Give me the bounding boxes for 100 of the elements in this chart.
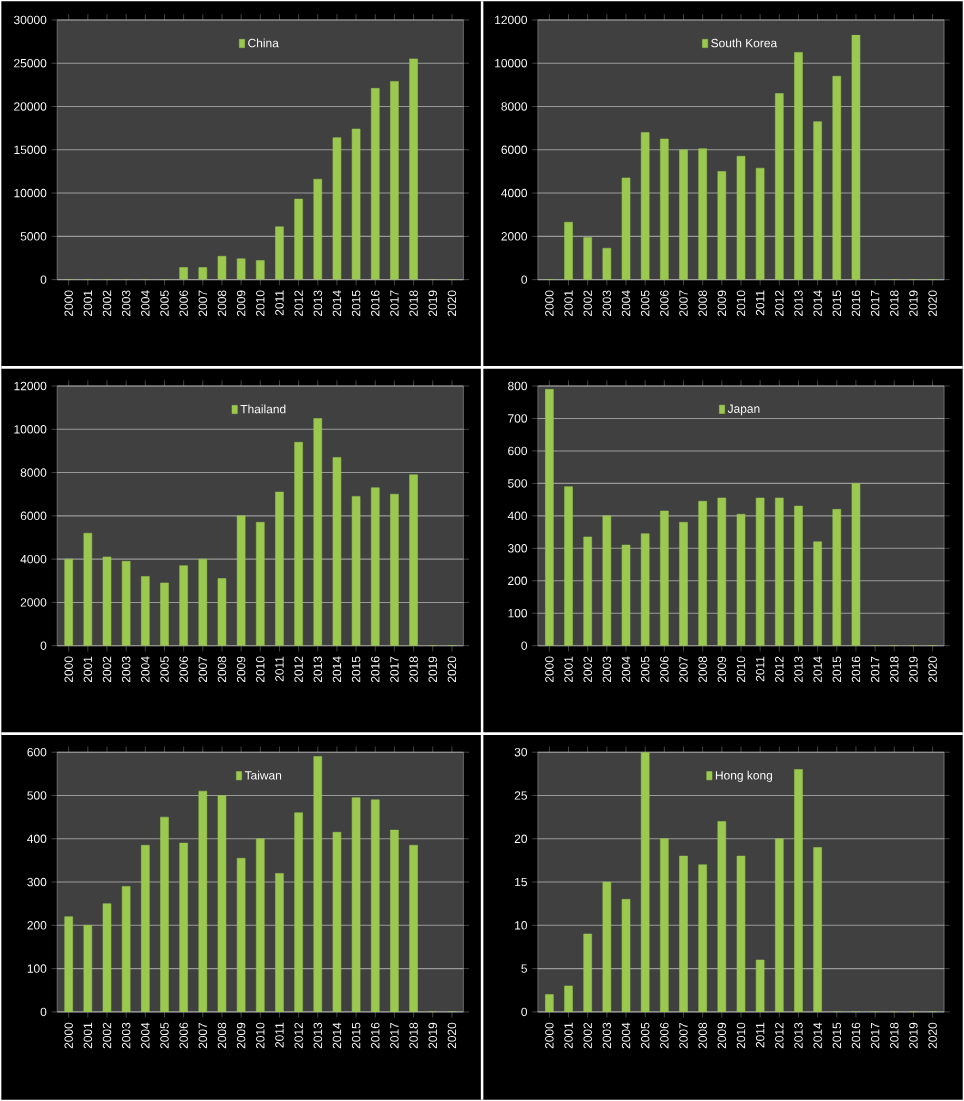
y-tick-label: 0	[521, 1007, 528, 1017]
y-tick-label: 20000	[14, 102, 47, 111]
y-tick-label: 10000	[14, 425, 47, 434]
x-tick-label: 2020	[928, 290, 937, 317]
x-tick-label: 2019	[428, 1022, 437, 1049]
x-tick-label: 2000	[64, 290, 73, 317]
x-tick-label: 2008	[217, 656, 227, 683]
y-tick-label: 30000	[13, 15, 47, 25]
y-tick-label: 10000	[495, 58, 528, 68]
x-tick-label: 2019	[909, 290, 918, 317]
x-tick-label: 2008	[698, 290, 707, 317]
x-tick-label: 2014	[332, 1022, 342, 1049]
x-tick-label: 2015	[832, 1022, 842, 1049]
y-tick-label: 4000	[20, 554, 47, 564]
y-tick-label: 600	[508, 446, 528, 456]
x-tick-label: 2006	[179, 290, 188, 317]
y-tick-label: 0	[40, 275, 47, 284]
x-tick-label: 2012	[294, 656, 303, 683]
y-tick-label: 600	[27, 747, 47, 757]
x-tick-label: 2007	[679, 290, 688, 317]
y-tick-label: 300	[507, 544, 528, 553]
y-tick-label: 400	[507, 511, 528, 521]
x-tick-label: 2007	[198, 656, 208, 683]
y-tick-label: 6000	[20, 511, 47, 521]
x-tick-label: 2019	[909, 656, 918, 683]
x-tick-label: 2013	[794, 656, 803, 683]
y-tick-label: 2000	[501, 232, 528, 241]
x-tick-label: 2010	[736, 1022, 746, 1049]
x-tick-label: 2003	[121, 1022, 131, 1049]
x-tick-label: 2016	[371, 1022, 380, 1049]
x-tick-label: 2003	[602, 1022, 612, 1049]
x-tick-label: 2010	[256, 1022, 265, 1049]
legend-label: Thailand	[240, 404, 286, 414]
x-tick-label: 2013	[313, 1022, 323, 1049]
y-tick-label: 0	[521, 275, 528, 284]
x-tick-label: 2000	[545, 1022, 554, 1049]
y-tick-label: 100	[508, 608, 528, 618]
x-tick-label: 2015	[832, 290, 842, 317]
y-tick-label: 300	[27, 877, 47, 887]
x-tick-label: 2005	[160, 290, 169, 317]
x-tick-label: 2011	[275, 1022, 284, 1048]
x-tick-label: 2005	[160, 1022, 169, 1049]
x-tick-label: 2006	[660, 1022, 669, 1049]
x-tick-label: 2009	[236, 1022, 246, 1049]
x-tick-label: 2003	[121, 290, 131, 317]
y-tick-label: 0	[521, 641, 528, 650]
x-tick-label: 2004	[621, 290, 631, 317]
x-tick-label: 2011	[755, 1022, 765, 1048]
x-tick-label: 2013	[794, 290, 803, 317]
x-tick-label: 2018	[890, 656, 899, 683]
x-tick-label: 2004	[141, 290, 150, 317]
x-tick-label: 2002	[583, 1022, 592, 1049]
x-tick-label: 2016	[371, 290, 380, 317]
x-tick-label: 2015	[832, 656, 842, 683]
x-tick-label: 2016	[851, 1022, 861, 1049]
x-tick-label: 2016	[851, 656, 861, 683]
x-tick-label: 2002	[583, 656, 592, 683]
x-tick-label: 2005	[640, 656, 650, 683]
x-tick-label: 2002	[102, 1022, 112, 1049]
x-tick-label: 2020	[928, 656, 937, 683]
y-tick-label: 5000	[20, 232, 47, 241]
x-tick-label: 2008	[698, 656, 707, 683]
x-tick-label: 2017	[390, 1022, 399, 1049]
x-tick-label: 2014	[813, 290, 822, 317]
x-tick-label: 2019	[428, 656, 437, 683]
x-tick-label: 2012	[775, 656, 784, 683]
y-tick-label: 10	[515, 921, 528, 930]
y-tick-label: 15	[515, 877, 527, 887]
x-tick-label: 2011	[275, 290, 284, 316]
x-tick-label: 2015	[351, 656, 361, 683]
x-tick-label: 2008	[217, 290, 227, 317]
x-tick-label: 2009	[236, 656, 246, 683]
y-tick-label: 5	[521, 964, 527, 973]
x-tick-label: 2001	[564, 1022, 573, 1049]
x-tick-label: 2005	[640, 1022, 650, 1049]
x-tick-label: 2012	[294, 290, 303, 317]
x-tick-label: 2005	[640, 290, 650, 317]
x-tick-label: 2001	[83, 1022, 93, 1049]
x-tick-label: 2004	[141, 1022, 150, 1049]
x-tick-label: 2019	[909, 1022, 918, 1049]
x-tick-label: 2001	[564, 656, 573, 683]
x-tick-label: 2014	[332, 656, 342, 683]
x-tick-label: 2010	[256, 290, 265, 317]
x-tick-label: 2002	[102, 290, 112, 317]
x-tick-label: 2002	[102, 656, 112, 683]
x-tick-label: 2012	[294, 1022, 303, 1049]
y-tick-label: 12000	[495, 15, 528, 25]
x-tick-label: 2014	[813, 1022, 822, 1049]
y-tick-label: 0	[40, 1007, 47, 1017]
legend-label: Hong kong	[715, 770, 773, 782]
x-tick-label: 2000	[64, 1022, 73, 1049]
x-tick-label: 2006	[660, 656, 669, 683]
x-tick-label: 2013	[313, 656, 322, 683]
y-tick-label: 0	[40, 641, 47, 650]
x-tick-label: 2018	[890, 290, 899, 317]
legend-label: Japan	[727, 404, 760, 416]
x-tick-label: 2004	[141, 656, 150, 683]
x-tick-label: 2005	[160, 656, 169, 683]
x-tick-label: 2016	[851, 290, 861, 317]
y-tick-label: 8000	[501, 102, 528, 111]
